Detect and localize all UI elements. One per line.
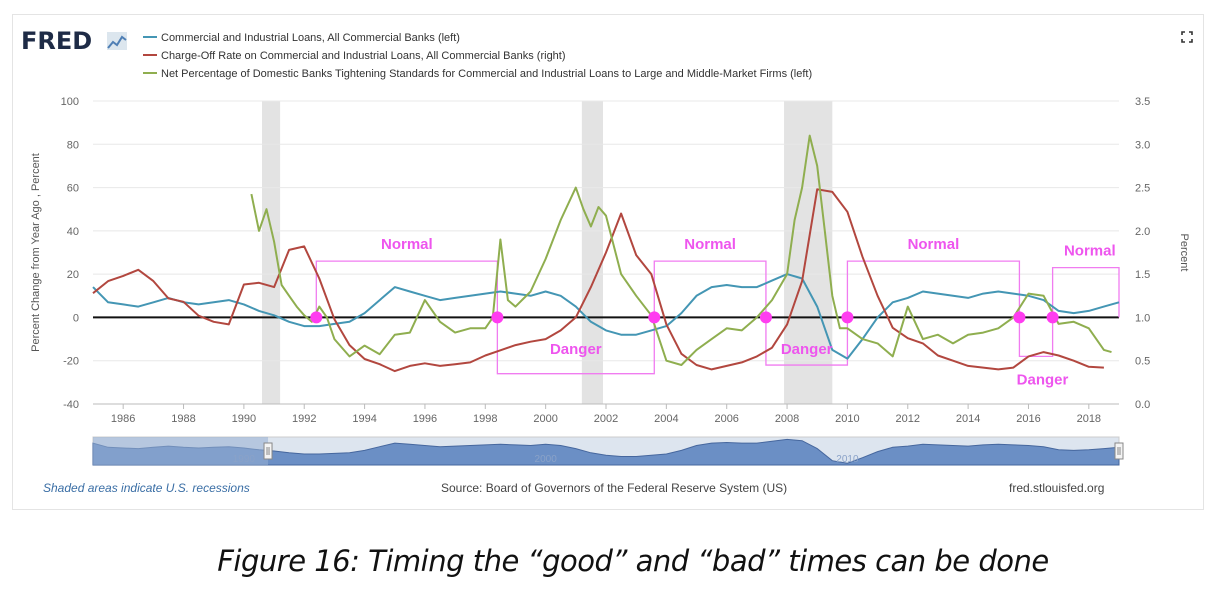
danger-label-1: Danger (781, 341, 833, 358)
crossing-dot-6 (1046, 311, 1059, 324)
crossing-dot-3 (759, 311, 772, 324)
y-tick-left-6: 80 (67, 139, 79, 151)
navigator-mask (93, 437, 269, 465)
y-tick-left-0: -40 (63, 399, 79, 411)
legend-label-2: Net Percentage of Domestic Banks Tighten… (161, 68, 812, 80)
fred-logo-text: FRED (21, 27, 92, 55)
fullscreen-icon[interactable] (1181, 31, 1193, 43)
y-tick-left-1: -20 (63, 356, 79, 368)
annotation-labels: Normal Normal Normal Normal Danger Danger Dang… (381, 236, 1116, 388)
crossing-dot-5 (1013, 311, 1026, 324)
navigator-label-0: 1990 (233, 454, 256, 465)
fred-chart-frame: Normal Normal Normal Normal Danger Danger Dang… (12, 14, 1204, 510)
source-note: Source: Board of Governors of the Federa… (441, 481, 788, 495)
x-tick-7: 2000 (533, 413, 557, 425)
crossing-dot-0 (310, 311, 323, 324)
fred-chart: Normal Normal Normal Normal Danger Danger Dang… (21, 27, 1190, 466)
site-link[interactable]: fred.stlouisfed.org (1009, 481, 1105, 495)
legend-label-0: Commercial and Industrial Loans, All Com… (161, 32, 460, 44)
legend: Commercial and Industrial Loans, All Com… (143, 32, 812, 80)
y-tick-left-2: 0 (73, 312, 79, 324)
y-tick-right-3: 1.5 (1135, 269, 1150, 281)
crossing-dot-2 (648, 311, 661, 324)
range-navigator[interactable]: 1990 2000 2010 (92, 436, 1124, 466)
legend-label-1: Charge-Off Rate on Commercial and Indust… (161, 50, 566, 62)
x-tick-13: 2012 (896, 413, 920, 425)
normal-box-0 (315, 260, 499, 318)
x-tick-10: 2006 (714, 413, 738, 425)
normal-box-3 (1051, 267, 1120, 318)
series-line-0 (92, 273, 1120, 360)
danger-label-2: Danger (1017, 372, 1069, 389)
y-tick-right-0: 0.0 (1135, 399, 1150, 411)
normal-box-2 (846, 260, 1021, 318)
y-tick-right-2: 1.0 (1135, 312, 1150, 324)
y-tick-right-1: 0.5 (1135, 356, 1150, 368)
danger-box-0 (496, 317, 655, 375)
y-tick-right-6: 3.0 (1135, 139, 1150, 151)
x-tick-2: 1990 (232, 413, 256, 425)
recessions-note: Shaded areas indicate U.S. recessions (43, 481, 250, 495)
crossing-dot-1 (491, 311, 504, 324)
y-tick-right-5: 2.5 (1135, 183, 1150, 195)
normal-label-2: Normal (908, 236, 960, 253)
danger-box-2 (1018, 317, 1054, 358)
normal-label-1: Normal (684, 236, 736, 253)
recession-band-1 (581, 101, 603, 404)
crossing-dots (310, 311, 1059, 324)
annotation-boxes (315, 260, 1120, 375)
y-axis-label-right: Percent (1178, 234, 1190, 272)
navigator-label-1: 2000 (535, 454, 558, 465)
x-tick-8: 2002 (594, 413, 618, 425)
y-tick-left-7: 100 (61, 96, 79, 108)
x-tick-11: 2008 (775, 413, 799, 425)
x-tick-1: 1988 (171, 413, 195, 425)
normal-label-0: Normal (381, 236, 433, 253)
x-tick-16: 2018 (1077, 413, 1101, 425)
danger-box-1 (765, 317, 849, 366)
fred-logo[interactable]: FRED (21, 27, 127, 55)
navigator-label-2: 2010 (836, 454, 859, 465)
y-tick-right-4: 2.0 (1135, 226, 1150, 238)
normal-label-3: Normal (1064, 243, 1116, 260)
danger-label-0: Danger (550, 341, 602, 358)
x-tick-9: 2004 (654, 413, 678, 425)
series-line-1 (92, 188, 1104, 373)
x-tick-6: 1998 (473, 413, 497, 425)
x-tick-0: 1986 (111, 413, 135, 425)
axis-ticks: -40 -20 0 20 40 60 80 100 0.0 0.5 1.0 1.5 2.0 2.5 3.0 3… (61, 96, 1151, 425)
series-line-2 (250, 134, 1112, 366)
x-tick-3: 1992 (292, 413, 316, 425)
y-tick-left-5: 60 (67, 183, 79, 195)
x-tick-14: 2014 (956, 413, 980, 425)
x-tick-5: 1996 (413, 413, 437, 425)
fred-logo-graph-icon (107, 32, 127, 50)
crossing-dot-4 (841, 311, 854, 324)
y-tick-left-3: 20 (67, 269, 79, 281)
x-tick-4: 1994 (352, 413, 376, 425)
x-tick-15: 2016 (1016, 413, 1040, 425)
normal-box-1 (653, 260, 767, 318)
x-tick-12: 2010 (835, 413, 859, 425)
figure-caption: Figure 16: Timing the “good” and “bad” t… (217, 544, 1049, 578)
navigator-handle-0[interactable] (263, 442, 273, 460)
y-tick-left-4: 40 (67, 226, 79, 238)
y-tick-right-7: 3.5 (1135, 96, 1150, 108)
y-axis-label-left: Percent Change from Year Ago , Percent (30, 153, 42, 352)
recession-band-0 (261, 101, 281, 404)
series-lines (92, 134, 1120, 373)
navigator-handle-1[interactable] (1114, 442, 1124, 460)
